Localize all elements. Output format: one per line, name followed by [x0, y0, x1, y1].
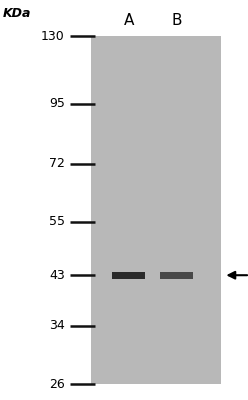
Text: 55: 55 [49, 216, 65, 228]
Text: 72: 72 [49, 157, 65, 170]
Text: 34: 34 [49, 320, 65, 332]
Text: 130: 130 [41, 30, 65, 42]
Text: A: A [123, 13, 134, 28]
FancyBboxPatch shape [91, 36, 221, 384]
Text: KDa: KDa [2, 7, 31, 20]
FancyBboxPatch shape [160, 272, 193, 279]
Text: 43: 43 [49, 269, 65, 282]
Text: 26: 26 [49, 378, 65, 390]
Text: B: B [171, 13, 182, 28]
Text: 95: 95 [49, 97, 65, 110]
FancyBboxPatch shape [112, 272, 145, 279]
